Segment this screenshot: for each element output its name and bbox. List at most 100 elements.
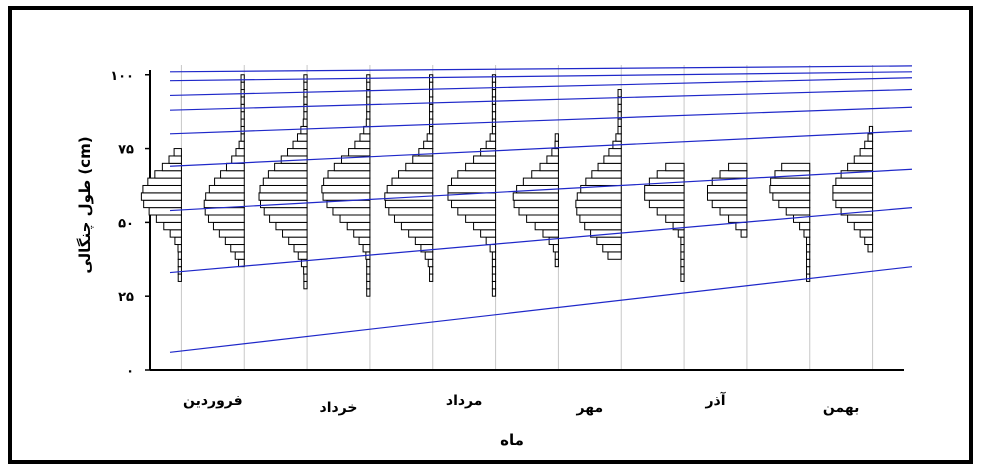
histogram-bar [174,236,182,246]
x-category-label: بهمن [823,400,859,416]
histogram-bar [770,177,811,186]
histogram-bar [615,133,622,142]
y-tick-label: ۱۰۰ [110,69,134,84]
histogram-bar [680,251,685,260]
histogram-bar [608,148,622,157]
histogram-bar [680,266,685,275]
histogram-bar [680,244,685,253]
reference-line [169,88,913,111]
histogram-bar [719,170,748,179]
histogram-bar [205,192,245,201]
histogram-bar [868,125,874,135]
histogram-bar [847,162,874,172]
histogram-bar [491,103,497,113]
histogram-bar [366,96,371,105]
reference-line [169,130,913,167]
histogram-bar [847,214,874,223]
histogram-bar [173,148,182,157]
y-axis-title: طول چنگالی (cm) [76,136,95,273]
histogram-bar [491,288,497,297]
histogram-bar [168,155,182,164]
histogram-bar [576,192,622,201]
histogram-bar [644,184,685,194]
histogram-bar [212,221,245,231]
histogram-bar [303,89,308,98]
histogram-bar [806,266,811,275]
histogram-bar [384,199,434,209]
length-frequency-chart: ۰ ۲۵ ۵۰ ۷۵ ۱۰۰ فروردین خرداد مرداد مهر آذر بهمن ماه… [76,65,913,449]
histogram-bar [359,133,371,142]
histogram-bar [303,280,308,290]
histogram-bar [366,81,371,91]
histogram-bar [554,251,559,260]
histogram-bar [867,244,874,253]
histogram-bar [806,258,811,268]
histogram-bar [728,214,748,223]
histogram-bar [867,133,874,142]
histogram-bar [531,170,559,179]
histogram-bar [522,177,559,186]
reference-line [169,106,913,135]
histogram-bar [240,125,245,135]
histogram-bar [447,184,497,194]
histogram-bar [806,251,811,260]
histogram-bar [177,251,182,260]
histogram-bar [680,273,685,282]
histogram-bar [366,288,371,297]
histogram-bar [303,96,308,105]
histogram-bar [240,74,245,83]
histogram-bar [728,162,748,172]
histogram-bar [169,229,182,238]
histogram-bar [539,162,559,172]
histogram-bar [207,214,245,223]
histogram-bar [366,103,371,113]
x-axis-title: ماه [500,431,524,449]
histogram-bar [491,89,497,98]
x-category-label: فروردین [183,393,243,409]
histogram-bar [405,162,434,172]
histogram-bar [853,155,874,164]
histogram-bar [656,170,685,179]
histogram-bar [414,236,434,246]
histogram-bar [427,258,434,268]
histogram-bar [491,273,497,282]
histogram-bar [412,155,434,164]
histogram-bar [579,214,622,223]
histogram-bar [473,155,497,164]
histogram-bar [400,221,434,231]
histogram-bar [269,214,308,223]
reference-line [169,207,913,274]
histogram-bar [485,236,497,246]
histogram-bar [292,140,308,150]
histogram-bar [835,177,874,186]
histogram-bar [321,184,371,194]
histogram-bar [465,214,497,223]
histogram-bar [208,184,245,194]
histogram-bar [322,192,371,201]
histogram-bar [426,133,434,142]
x-category-label: آذر [704,391,726,409]
histogram-bar [429,273,434,282]
histogram-bar [585,177,622,186]
histogram-bar [491,266,497,275]
histogram-bar [161,162,182,172]
histogram-bar [489,133,497,142]
histogram-bar [154,170,182,179]
y-tick-label: ۵۰ [118,216,134,231]
histogram-bar [303,81,308,91]
histogram-bar [388,207,434,216]
reference-line [169,168,913,212]
histogram-bar [485,140,497,150]
reference-line [169,77,913,97]
histogram-bar [302,118,308,127]
histogram-bar [451,177,497,186]
histogram-bar [339,214,371,223]
histogram-bar [362,244,371,253]
histogram-bar [287,148,308,157]
histogram-bar [864,140,874,150]
histogram-bar [353,229,371,238]
histogram-bar [480,229,497,238]
histogram-bar [617,125,622,135]
histogram-bar [706,184,748,194]
histogram-bar [238,140,245,150]
